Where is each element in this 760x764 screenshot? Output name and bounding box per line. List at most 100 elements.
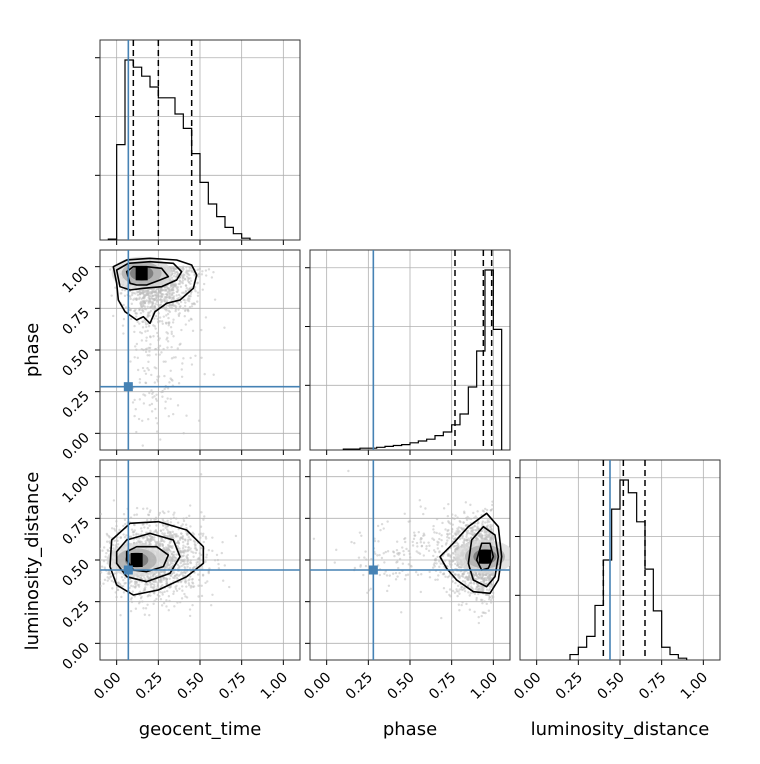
sample-point xyxy=(188,608,192,611)
sample-point xyxy=(135,348,138,351)
sample-point xyxy=(220,551,224,555)
sample-point xyxy=(152,307,155,310)
sample-point xyxy=(167,595,171,598)
sample-point xyxy=(448,593,451,597)
sample-point xyxy=(487,535,491,538)
sample-point xyxy=(434,550,437,554)
histogram-step xyxy=(569,479,688,660)
sample-point xyxy=(133,595,136,598)
sample-point xyxy=(189,575,192,578)
sample-point xyxy=(463,510,466,513)
sample-point xyxy=(155,541,158,545)
sample-point xyxy=(155,399,159,402)
sample-point xyxy=(149,292,152,295)
sample-point xyxy=(97,551,99,553)
sample-point xyxy=(435,517,439,521)
sample-point xyxy=(403,512,406,516)
sample-point xyxy=(347,469,350,473)
sample-point xyxy=(166,291,170,295)
x-tick-label: 1.00 xyxy=(258,670,291,703)
sample-point xyxy=(143,526,146,529)
sample-point xyxy=(186,548,189,552)
panel-frame xyxy=(99,249,301,451)
sample-point xyxy=(370,557,373,561)
sample-point xyxy=(180,524,183,528)
sample-point xyxy=(197,419,201,422)
sample-point xyxy=(176,521,180,524)
sample-point xyxy=(129,360,132,363)
sample-point xyxy=(96,546,98,548)
sample-point xyxy=(454,544,457,548)
sample-point xyxy=(168,549,171,552)
sample-point xyxy=(213,298,217,301)
sample-point xyxy=(155,288,158,291)
sample-point xyxy=(483,600,486,603)
sample-point xyxy=(380,522,384,526)
sample-point xyxy=(204,316,208,319)
sample-point xyxy=(181,279,185,282)
sample-point xyxy=(210,276,214,279)
sample-point xyxy=(186,562,190,566)
sample-point xyxy=(140,305,144,308)
sample-point xyxy=(134,407,137,411)
sample-point xyxy=(166,589,169,593)
sample-point xyxy=(141,600,144,603)
sample-point xyxy=(460,588,463,591)
sample-point xyxy=(447,502,450,506)
sample-point xyxy=(181,571,185,575)
sample-point xyxy=(160,390,163,394)
panel-frame xyxy=(519,459,721,661)
sample-point xyxy=(152,335,155,338)
sample-point xyxy=(401,546,404,549)
sample-point xyxy=(161,591,164,594)
sample-point xyxy=(202,518,205,521)
xlabel-luminosity-distance: luminosity_distance xyxy=(531,719,710,740)
sample-point xyxy=(476,584,480,588)
sample-point xyxy=(419,590,423,594)
sample-point xyxy=(174,356,177,359)
sample-point xyxy=(178,279,181,282)
sample-point xyxy=(204,274,208,277)
sample-point xyxy=(171,550,175,554)
sample-point xyxy=(122,524,125,528)
sample-point xyxy=(167,414,171,418)
sample-point xyxy=(435,531,438,535)
sample-point xyxy=(185,556,189,559)
sample-point xyxy=(143,301,146,304)
sample-point xyxy=(104,555,107,558)
sample-point xyxy=(170,332,173,336)
sample-point xyxy=(170,330,173,334)
sample-point xyxy=(157,513,161,516)
sample-point xyxy=(121,324,125,327)
sample-point xyxy=(151,305,154,308)
sample-point xyxy=(134,311,137,315)
sample-point xyxy=(190,270,193,273)
sample-point xyxy=(101,549,104,552)
sample-point xyxy=(176,289,180,292)
sample-point xyxy=(149,517,153,521)
sample-point xyxy=(490,582,493,585)
sample-point xyxy=(468,608,472,611)
sample-point xyxy=(436,555,439,559)
sample-point xyxy=(419,537,423,540)
sample-point xyxy=(393,554,396,558)
sample-point xyxy=(138,381,142,384)
sample-point xyxy=(116,588,119,591)
sample-point xyxy=(138,322,141,325)
sample-point xyxy=(157,348,160,352)
sample-point xyxy=(190,550,193,553)
sample-point xyxy=(156,380,160,383)
sample-point xyxy=(137,602,141,605)
sample-point xyxy=(486,519,489,522)
sample-point xyxy=(362,573,365,577)
sample-point xyxy=(141,419,144,423)
sample-point xyxy=(153,395,156,398)
sample-point xyxy=(123,518,127,522)
sample-point xyxy=(145,583,148,586)
sample-point xyxy=(109,268,112,271)
sample-point xyxy=(188,268,191,272)
sample-point xyxy=(172,412,175,416)
sample-point xyxy=(146,329,149,333)
sample-point xyxy=(174,305,178,308)
sample-point xyxy=(170,276,174,279)
